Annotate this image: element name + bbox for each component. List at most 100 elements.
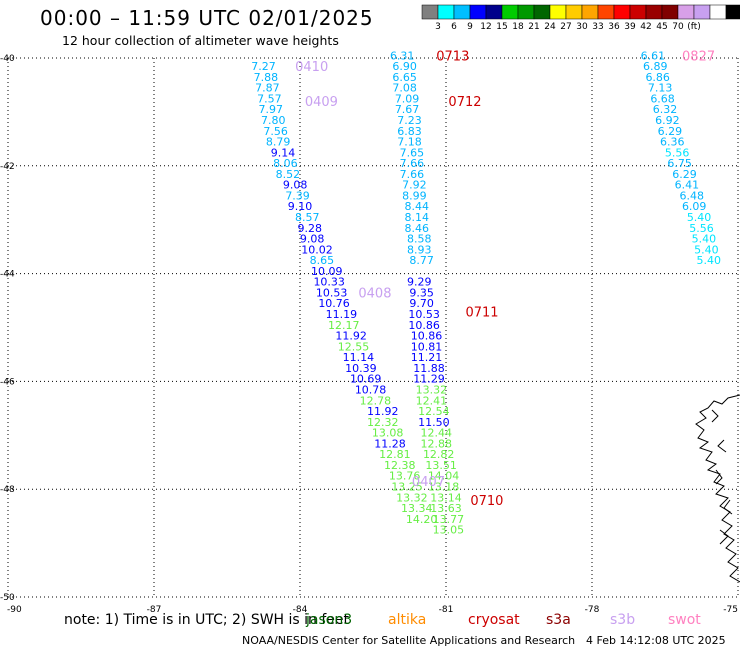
wave-height-value: 6.36: [660, 136, 685, 149]
wave-height-value: 6.41: [675, 179, 700, 192]
wave-height-value: 11.29: [413, 373, 445, 386]
y-tick-label: -48: [0, 485, 15, 495]
wave-height-value: 13.34: [401, 502, 433, 515]
legend-swatch: [693, 4, 711, 20]
legend-swatch: [629, 4, 647, 20]
x-tick-label: -81: [439, 605, 454, 615]
wave-height-value: 6.86: [645, 71, 670, 84]
wave-height-value: 7.08: [392, 82, 417, 95]
wave-height-value: 9.08: [300, 233, 325, 246]
wave-height-value: 9.08: [283, 179, 308, 192]
satellite-altika: altika: [388, 612, 427, 628]
wave-height-value: 8.57: [295, 211, 320, 224]
wave-height-value: 11.28: [374, 437, 406, 450]
wave-height-value: 10.02: [301, 243, 333, 256]
wave-height-value: 7.39: [285, 189, 310, 202]
legend-label: 15: [496, 22, 507, 32]
wave-height-value: 9.29: [407, 276, 432, 289]
legend-swatch: [469, 4, 487, 20]
wave-height-value: 11.92: [335, 330, 367, 343]
wave-height-value: 11.21: [411, 351, 443, 364]
wave-height-value: 10.76: [318, 297, 350, 310]
wave-height-value: 7.09: [395, 92, 420, 105]
wave-height-value: 7.66: [400, 168, 425, 181]
wave-height-value: 12.82: [423, 448, 455, 461]
legend-label: 27: [560, 22, 571, 32]
legend-label: 3: [435, 22, 441, 32]
wave-height-value: 13.25: [391, 481, 423, 494]
legend-swatch: [645, 4, 663, 20]
wave-height-value: 6.32: [653, 103, 678, 116]
legend-swatch: [661, 4, 679, 20]
wave-height-value: 6.83: [397, 125, 422, 138]
x-tick-label: -84: [293, 605, 308, 615]
satellite-s3a: s3a: [546, 612, 571, 628]
wave-height-value: 6.31: [390, 49, 415, 62]
data-marks: 7.277.887.877.577.977.807.568.799.148.06…: [251, 49, 721, 536]
wave-height-value: 8.44: [405, 200, 430, 213]
y-tick-label: -44: [0, 270, 15, 280]
wave-height-value: 12.81: [379, 448, 411, 461]
wave-height-value: 6.92: [655, 114, 680, 127]
wave-height-value: 7.23: [397, 114, 422, 127]
time-label: 0410: [295, 60, 328, 75]
color-legend: 3 6 9 12 15 18 21 24 27 30 33 36 39 42 45 70 (ft): [421, 4, 740, 32]
wave-height-value: 12.32: [367, 416, 399, 429]
time-label: 0712: [448, 95, 481, 110]
legend-swatch: [501, 4, 519, 20]
wave-height-value: 7.18: [397, 136, 422, 149]
wave-height-value: 10.78: [355, 383, 387, 396]
wave-height-value: 5.40: [697, 254, 722, 267]
wave-height-value: 7.80: [261, 114, 286, 127]
time-label: 0827: [682, 49, 715, 64]
legend-swatch: [725, 4, 740, 20]
x-tick-label: -78: [585, 605, 600, 615]
wave-height-value: 13.32: [396, 491, 428, 504]
wave-height-value: 7.56: [263, 125, 288, 138]
wave-height-value: 7.13: [648, 82, 673, 95]
wave-height-value: 14.20: [406, 513, 438, 526]
legend-swatch: [549, 4, 567, 20]
wave-height-value: 5.56: [689, 222, 714, 235]
wave-height-value: 6.68: [650, 92, 675, 105]
footer-note: note: 1) Time is in UTC; 2) SWH is in fe…: [64, 612, 350, 628]
time-label: 0409: [305, 95, 338, 110]
legend-swatch: [597, 4, 615, 20]
wave-height-value: 6.75: [667, 157, 692, 170]
legend-label: 21: [528, 22, 539, 32]
wave-height-value: 10.33: [313, 276, 345, 289]
wave-height-value: 9.10: [288, 200, 313, 213]
legend-label: 70: [672, 22, 684, 32]
wave-height-value: 12.44: [421, 427, 453, 440]
time-label: 0408: [358, 286, 391, 301]
legend-swatch: [453, 4, 471, 20]
legend-swatch: [581, 4, 599, 20]
wave-height-value: 10.09: [311, 265, 343, 278]
satellite-cryosat: cryosat: [468, 612, 520, 628]
wave-height-value: 11.14: [343, 351, 375, 364]
wave-height-value: 12.78: [360, 394, 392, 407]
wave-height-value: 5.40: [687, 211, 712, 224]
wave-height-value: 6.09: [682, 200, 707, 213]
legend-swatch: [565, 4, 583, 20]
x-tick-label: -75: [723, 605, 738, 615]
coastline-path: [711, 409, 733, 545]
wave-height-value: 6.61: [641, 49, 666, 62]
wave-height-value: 12.17: [328, 319, 360, 332]
wave-height-value: 8.46: [405, 222, 430, 235]
satellite-jason3: jason3: [306, 612, 353, 628]
legend-swatch: [517, 4, 535, 20]
legend-label: 24: [544, 22, 556, 32]
time-labels: 0410 0409 0408 0407 0713 0712 0711 0710 0827: [295, 49, 715, 509]
wave-height-value: 5.40: [694, 243, 719, 256]
wave-height-value: 8.93: [407, 243, 432, 256]
wave-height-value: 9.70: [409, 297, 434, 310]
x-tick-label: -87: [147, 605, 162, 615]
wave-height-value: 5.40: [692, 233, 717, 246]
wave-height-value: 12.41: [416, 394, 448, 407]
wave-height-value: 6.48: [680, 189, 705, 202]
wave-height-value: 8.58: [407, 233, 432, 246]
wave-height-value: 9.28: [297, 222, 322, 235]
legend-label: 6: [451, 22, 457, 32]
wave-height-value: 8.77: [409, 254, 434, 267]
